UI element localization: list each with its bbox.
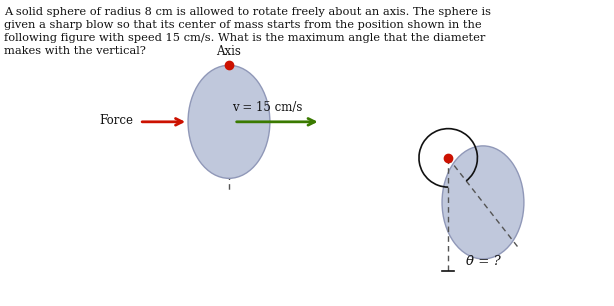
- Text: given a sharp blow so that its center of mass starts from the position shown in : given a sharp blow so that its center of…: [4, 20, 481, 30]
- Text: v = 15 cm/s: v = 15 cm/s: [232, 101, 302, 114]
- Text: Axis: Axis: [217, 46, 241, 58]
- Text: makes with the vertical?: makes with the vertical?: [4, 46, 146, 56]
- Text: following figure with speed 15 cm/s. What is the maximum angle that the diameter: following figure with speed 15 cm/s. Wha…: [4, 33, 485, 43]
- Text: θ = ?: θ = ?: [466, 255, 500, 268]
- Text: Force: Force: [99, 114, 133, 127]
- Text: A solid sphere of radius 8 cm is allowed to rotate freely about an axis. The sph: A solid sphere of radius 8 cm is allowed…: [4, 7, 491, 17]
- Ellipse shape: [442, 146, 524, 259]
- Ellipse shape: [188, 65, 270, 178]
